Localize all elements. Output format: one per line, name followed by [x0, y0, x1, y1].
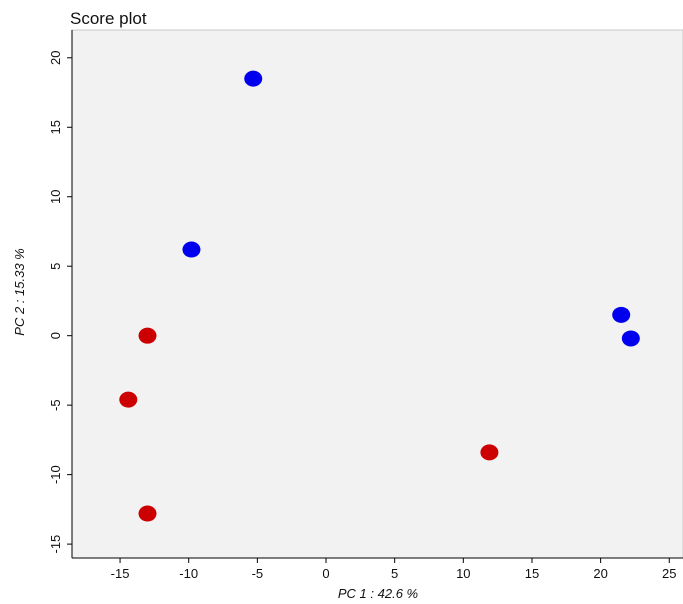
y-tick-label: 0	[48, 332, 63, 339]
y-tick-label: -15	[48, 535, 63, 554]
y-tick-label: 20	[48, 51, 63, 65]
data-point-series-1-4	[621, 330, 640, 347]
chart-title: Score plot	[70, 9, 147, 28]
x-tick-label: 25	[662, 566, 676, 581]
y-tick-label: 5	[48, 263, 63, 270]
x-tick-label: 5	[391, 566, 398, 581]
y-tick-label: 10	[48, 190, 63, 204]
data-point-series-1-1	[244, 70, 263, 87]
x-tick-label: 20	[593, 566, 607, 581]
data-point-series-2-1	[138, 327, 157, 344]
y-tick-label: -10	[48, 465, 63, 484]
y-tick-label: 15	[48, 120, 63, 134]
x-tick-label: -10	[179, 566, 198, 581]
y-tick-label: -5	[48, 399, 63, 411]
y-axis-label: PC 2 : 15.33 %	[12, 248, 27, 335]
data-point-series-2-3	[138, 505, 157, 522]
x-tick-label: -15	[111, 566, 130, 581]
x-axis-label: PC 1 : 42.6 %	[338, 586, 418, 601]
y-axis: -15 -10 -5 0 5 10 15 20	[48, 30, 73, 558]
data-point-series-1-3	[612, 306, 631, 323]
data-point-series-1-2	[182, 241, 201, 258]
x-tick-label: 10	[456, 566, 470, 581]
data-point-series-2-4	[480, 444, 499, 461]
x-tick-label: 0	[322, 566, 329, 581]
data-point-series-2-2	[119, 391, 138, 408]
x-tick-label: -5	[252, 566, 264, 581]
x-axis: -15 -10 -5 0 5 10 15 20 25	[72, 557, 683, 581]
plot-area	[71, 29, 683, 559]
x-tick-label: 15	[525, 566, 539, 581]
data-points	[119, 70, 640, 522]
